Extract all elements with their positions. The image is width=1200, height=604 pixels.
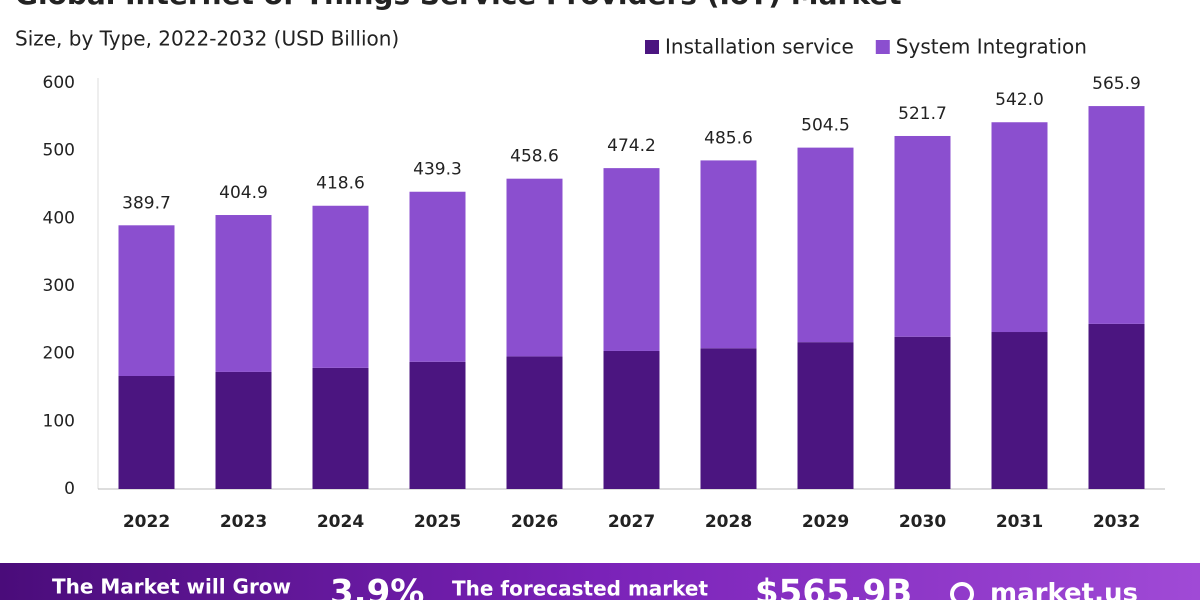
x-tick-label: 2031	[996, 512, 1043, 532]
bar-segment	[700, 160, 757, 349]
bar-segment	[409, 361, 466, 489]
bar-segment	[603, 350, 660, 489]
value-label: 542.0	[995, 90, 1044, 110]
bar-segment	[118, 225, 175, 376]
bar-segment	[991, 122, 1048, 333]
bar-segment	[797, 342, 854, 489]
legend-swatch	[875, 40, 890, 54]
x-tick-label: 2025	[414, 512, 461, 532]
value-label: 485.6	[704, 128, 753, 148]
bar-segment	[215, 215, 272, 372]
y-tick-label: 600	[43, 73, 75, 93]
value-label: 474.2	[607, 136, 656, 156]
y-tick-label: 300	[43, 276, 75, 296]
x-tick-label: 2032	[1093, 512, 1140, 532]
bar-segment	[506, 178, 563, 357]
bar-segment	[118, 375, 175, 489]
y-tick-label: 400	[43, 208, 75, 228]
bar-segment	[312, 367, 369, 489]
brand-logo	[950, 582, 974, 604]
brand: market.us	[990, 579, 1138, 601]
bar-segment	[312, 205, 369, 368]
bar-segment	[894, 135, 951, 337]
bar-segment	[1088, 106, 1145, 324]
x-tick-label: 2024	[317, 512, 364, 532]
value-label: 404.9	[219, 183, 268, 203]
x-tick-label: 2022	[123, 512, 170, 532]
value-label: 565.9	[1092, 74, 1141, 94]
value-label: 521.7	[898, 104, 947, 124]
legend-label: System Integration	[896, 35, 1087, 59]
bar-segment	[1088, 323, 1145, 489]
x-tick-label: 2029	[802, 512, 849, 532]
value-label: 504.5	[801, 116, 850, 136]
y-tick-label: 0	[64, 479, 75, 499]
bar-segment	[991, 332, 1048, 489]
chart-title: Global Internet of Things Service Provid…	[15, 0, 902, 11]
banner	[0, 563, 1200, 600]
banner-forecast-value: $565.9B	[755, 573, 912, 601]
bar-segment	[215, 371, 272, 489]
x-tick-label: 2030	[899, 512, 946, 532]
legend-swatch	[645, 40, 659, 54]
y-tick-label: 100	[43, 411, 75, 431]
bar-segment	[506, 356, 563, 489]
value-label: 439.3	[413, 160, 462, 180]
banner-grow: The Market will Grow	[52, 575, 291, 599]
banner-forecast: The forecasted market	[452, 577, 708, 601]
banner-cagr: 3.9%	[330, 573, 424, 601]
y-tick-label: 200	[43, 344, 75, 364]
bar-segment	[797, 147, 854, 343]
bar-segment	[409, 191, 466, 362]
chart-subtitle: Size, by Type, 2022-2032 (USD Billion)	[15, 27, 399, 51]
legend-label: Installation service	[665, 35, 854, 59]
bar-segment	[894, 336, 951, 489]
x-tick-label: 2027	[608, 512, 655, 532]
y-tick-label: 500	[43, 141, 75, 161]
x-tick-label: 2026	[511, 512, 558, 532]
value-label: 418.6	[316, 174, 365, 194]
bar-segment	[700, 348, 757, 489]
value-label: 458.6	[510, 147, 559, 167]
x-tick-label: 2023	[220, 512, 267, 532]
value-label: 389.7	[122, 193, 171, 213]
x-tick-label: 2028	[705, 512, 752, 532]
bar-segment	[603, 168, 660, 351]
